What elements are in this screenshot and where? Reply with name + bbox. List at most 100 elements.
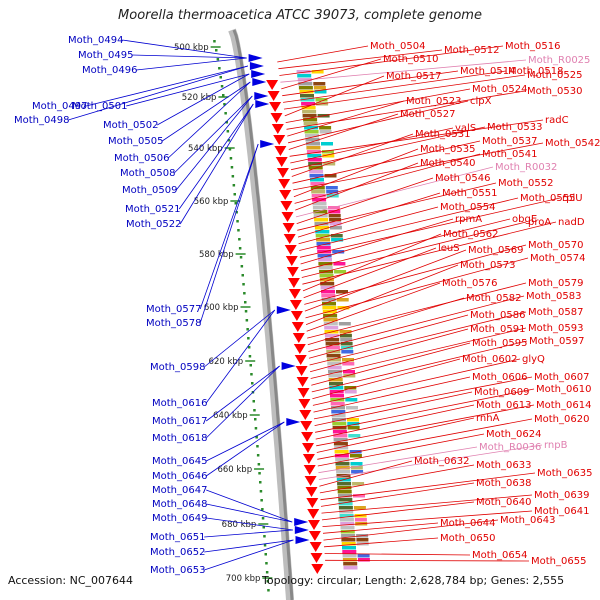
scale-tick-dot [238,247,242,250]
feature-block [329,222,342,226]
feature-block [329,218,342,222]
gene-label-forward: Moth_0583 [526,291,581,302]
scale-tick-label: 500 kbp [174,43,209,53]
scale-tick-dot [230,166,234,169]
feature-block [321,142,333,146]
feature-block [326,190,339,194]
forward-gene-arrow [310,553,323,563]
forward-leader-line [321,501,475,521]
scale-tick-dot [238,238,241,241]
gene-label-reverse: Moth_0497 [32,101,87,112]
feature-block [310,182,325,186]
feature-block [330,402,345,406]
reverse-gene-arrow [294,526,309,534]
scale-tick-dot [266,580,269,583]
backbone-shadow [228,28,294,600]
scale-tick-dot [257,463,261,466]
gene-label-reverse: Moth_0578 [146,318,201,329]
forward-leader-line [302,233,442,292]
feature-block [334,446,349,450]
feature-block [328,374,343,378]
reverse-leader-line [206,503,293,523]
forward-leader-line [312,358,461,400]
genome-title: Moorella thermoacetica ATCC 39073, compl… [118,8,482,23]
feature-block [302,114,317,118]
gene-label-reverse: Moth_0653 [150,565,205,576]
gene-label-forward: Moth_0517 [386,71,441,82]
scale-tick-dot [240,265,244,268]
feature-block [297,74,312,78]
scale-tick-dot [231,175,235,178]
forward-leader-line [295,162,419,211]
forward-leader-line [294,153,481,204]
gene-label-forward: rnhA [476,413,500,424]
gene-label-forward: Moth_0638 [476,478,531,489]
gene-label-forward: Moth_0644 [440,518,495,529]
scale-tick-dot [236,220,239,223]
feature-block [310,178,324,182]
scale-tick-dot [233,193,236,196]
forward-leader-line [292,140,481,184]
scale-tick-dot [255,436,258,439]
gene-label-forward: Moth_0569 [468,245,523,256]
scale-tick-dot [223,103,226,106]
gene-label-reverse: Moth_0652 [150,547,205,558]
feature-block [349,454,362,458]
forward-leader-line [322,522,439,534]
feature-block [356,538,369,542]
forward-gene-arrow [311,564,324,574]
scale-tick-dot [252,400,255,403]
scale-tick-dot [244,310,248,313]
gene-label-forward: Moth_0655 [531,556,586,567]
feature-block [321,290,335,294]
reverse-leader-line [205,421,285,477]
forward-leader-line [309,311,527,366]
feature-block [339,518,354,522]
gene-label-forward: Moth_0524 [472,84,527,95]
feature-block [337,486,352,490]
feature-block [338,322,351,326]
scale-tick-dot [241,274,244,277]
forward-leader-line [301,218,511,272]
gene-label-forward: Moth_0633 [476,460,531,471]
feature-block [312,198,327,202]
reverse-leader-line [205,365,280,422]
forward-leader-line [318,444,543,480]
gene-label-forward: Moth_0518 [508,66,563,77]
forward-gene-arrow [285,256,298,266]
feature-block [315,230,330,234]
feature-block [314,226,329,230]
reverse-leader-line [204,539,294,553]
feature-block [337,490,352,494]
scale-tick-dot [265,571,269,574]
scale-tick-dot [234,202,237,205]
scale-tick-dot [218,67,221,70]
feature-block [301,106,316,110]
scale-tick-dot [265,562,268,565]
feature-block [315,98,328,102]
feature-block [334,454,349,458]
feature-block [320,282,335,286]
scale-tick-dot [215,49,218,52]
forward-leader-line [322,510,533,527]
gene-label-forward: Moth_0609 [474,387,529,398]
forward-leader-line [308,295,525,352]
gene-label-forward: Moth_0607 [534,372,589,383]
feature-block [306,142,320,146]
gene-label-reverse: Moth_0647 [152,485,207,496]
forward-gene-arrow [308,520,320,530]
feature-block [327,358,341,362]
reverse-leader-line [206,489,293,523]
feature-block [333,438,348,442]
forward-gene-arrow [283,234,296,244]
feature-block [324,174,337,178]
scale-tick-dot [258,472,261,475]
feature-block [342,558,357,562]
gene-label-forward: Moth_0654 [472,550,527,561]
forward-leader-line [320,482,475,507]
gene-label-forward: Moth_0523 [406,96,461,107]
reverse-gene-arrow [276,306,291,314]
gene-label-reverse: Moth_0646 [152,471,207,482]
gene-label-forward: Moth_0537 [482,136,537,147]
feature-block [332,418,346,422]
